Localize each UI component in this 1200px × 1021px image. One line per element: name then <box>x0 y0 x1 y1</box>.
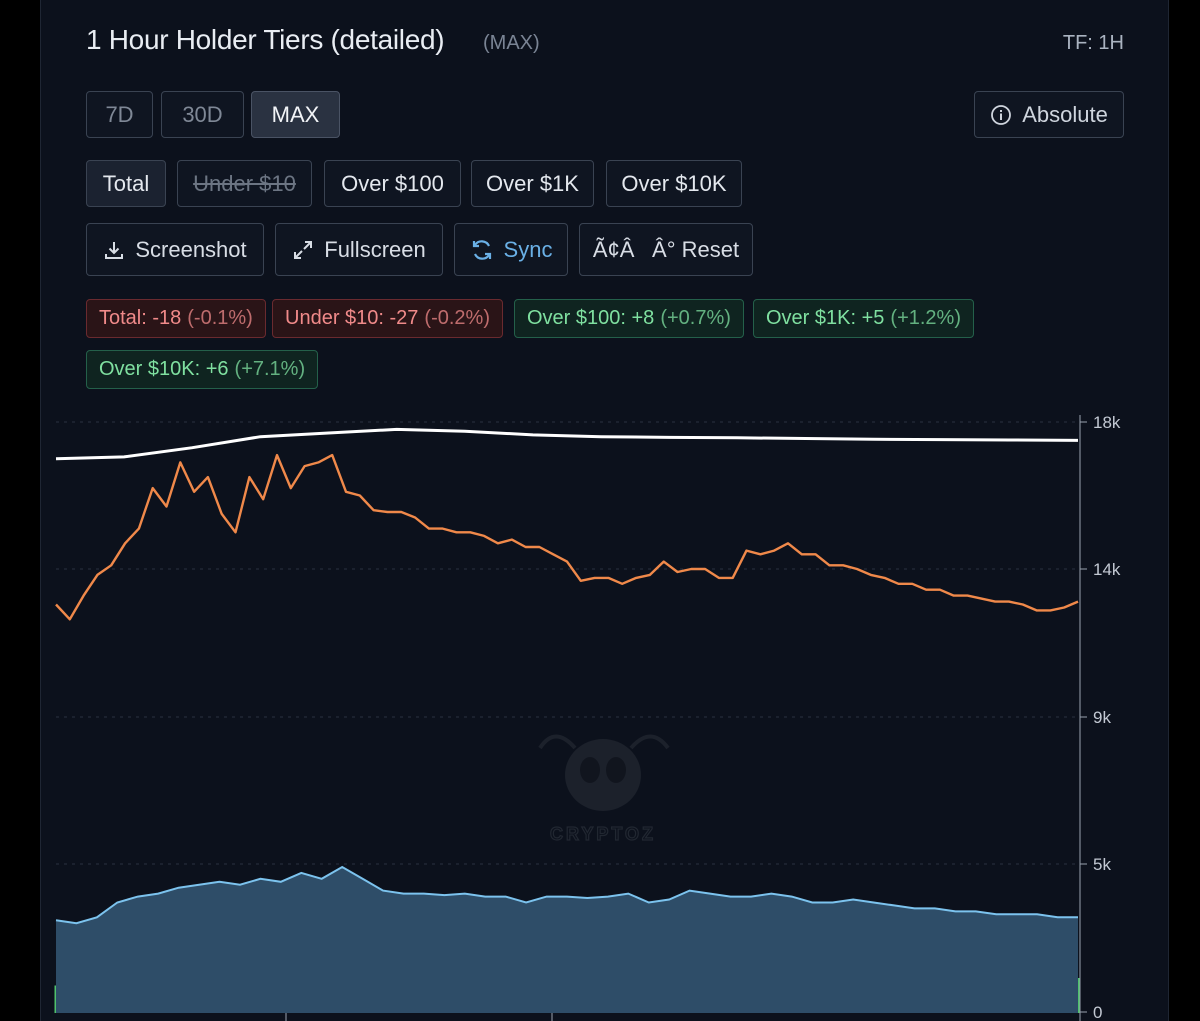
screenshot-button[interactable]: Screenshot <box>86 223 264 276</box>
tab-30d[interactable]: 30D <box>161 91 244 138</box>
chip-over-1k-pct: (+1.2%) <box>890 307 961 329</box>
watermark-text: CRYPTOZ <box>550 824 656 844</box>
refresh-icon <box>470 238 494 262</box>
change-chip-total: Total: -18 (-0.1%) <box>86 299 266 338</box>
chip-total-value: Total: -18 <box>99 307 182 329</box>
filter-under-10-label: Under $10 <box>193 170 296 196</box>
expand-icon <box>292 239 314 261</box>
tab-7d[interactable]: 7D <box>86 91 153 138</box>
filter-over-100[interactable]: Over $100 <box>324 160 461 207</box>
timeframe-label: TF: 1H <box>1062 32 1124 54</box>
filter-over-10k-label: Over $10K <box>621 170 727 196</box>
y-tick-label: 5k <box>1093 855 1111 874</box>
range-subtitle: (MAX) <box>483 32 540 54</box>
over-100-area <box>56 867 1078 1013</box>
change-chip-under-10: Under $10: -27 (-0.2%) <box>272 299 503 338</box>
change-chip-over-10k: Over $10K: +6 (+7.1%) <box>86 350 319 389</box>
absolute-label: Absolute <box>1022 101 1108 127</box>
filter-over-100-label: Over $100 <box>341 170 444 196</box>
y-axis: 18k 14k 9k 5k 0 <box>285 413 1121 1021</box>
filter-over-10k[interactable]: Over $10K <box>606 160 742 207</box>
screenshot-label: Screenshot <box>135 236 247 262</box>
chip-over-100-pct: (+0.7%) <box>660 307 731 329</box>
reset-label: Ã¢ÂÂ° Reset <box>592 236 740 262</box>
change-chip-over-1k: Over $1K: +5 (+1.2%) <box>753 299 974 338</box>
total-line <box>55 427 1079 461</box>
tab-max[interactable]: MAX <box>251 91 340 138</box>
filter-over-1k[interactable]: Over $1K <box>471 160 594 207</box>
sync-label: Sync <box>503 236 553 262</box>
filter-total[interactable]: Total <box>86 160 166 207</box>
chart-panel: 1 Hour Holder Tiers (detailed) (MAX) TF:… <box>40 0 1169 1021</box>
filter-under-10[interactable]: Under $10 <box>177 160 312 207</box>
over-10k-bar <box>1076 978 1081 1013</box>
tab-max-label: MAX <box>271 101 320 127</box>
tab-7d-label: 7D <box>105 101 134 127</box>
absolute-toggle-button[interactable]: Absolute <box>974 91 1124 138</box>
chip-over-10k-value: Over $10K: +6 <box>99 358 229 380</box>
chip-over-10k-pct: (+7.1%) <box>234 358 306 380</box>
page-title: 1 Hour Holder Tiers (detailed) <box>86 24 445 55</box>
info-icon <box>990 104 1012 126</box>
download-icon <box>103 239 125 261</box>
ant-logo-icon <box>538 734 670 811</box>
chip-over-100-value: Over $100: +8 <box>527 307 655 329</box>
chip-under-10-pct: (-0.2%) <box>424 307 490 329</box>
y-tick-label: 18k <box>1093 413 1121 432</box>
y-tick-label: 14k <box>1093 560 1121 579</box>
fullscreen-label: Fullscreen <box>324 236 426 262</box>
chip-under-10-value: Under $10: -27 <box>285 307 419 329</box>
filter-total-label: Total <box>102 170 150 196</box>
chart-grid <box>56 421 1080 865</box>
y-tick-label: 9k <box>1093 708 1111 727</box>
reset-button[interactable]: Ã¢ÂÂ° Reset <box>579 223 753 276</box>
chip-total-pct: (-0.1%) <box>187 307 253 329</box>
chip-over-1k-value: Over $1K: +5 <box>766 307 885 329</box>
y-tick-label: 0 <box>1093 1003 1102 1021</box>
tab-30d-label: 30D <box>182 101 223 127</box>
change-chip-over-100: Over $100: +8 (+0.7%) <box>514 299 744 338</box>
watermark: CRYPTOZ <box>538 734 670 845</box>
under-10-line <box>55 453 1079 621</box>
fullscreen-button[interactable]: Fullscreen <box>275 223 443 276</box>
header: 1 Hour Holder Tiers (detailed) (MAX) TF:… <box>86 24 1124 64</box>
over-100-line <box>55 865 1078 925</box>
sync-button[interactable]: Sync <box>454 223 568 276</box>
filter-over-1k-label: Over $1K <box>486 170 579 196</box>
